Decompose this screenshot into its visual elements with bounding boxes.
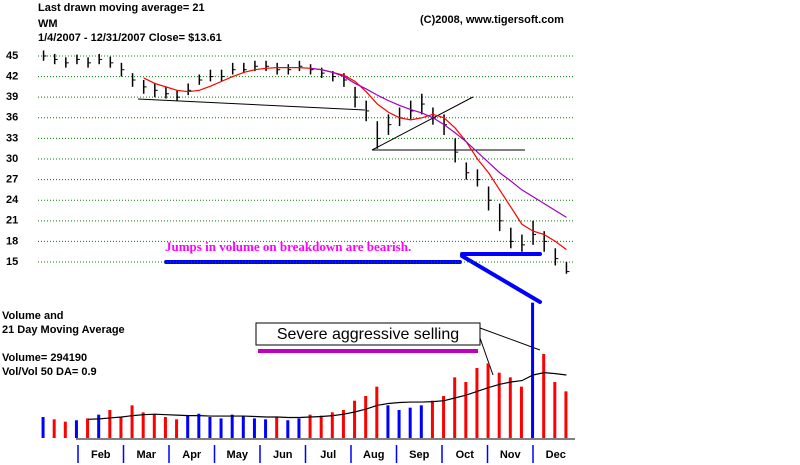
volume-bar: [408, 407, 412, 438]
x-tick-label: Jul: [320, 449, 336, 461]
x-tick-label: Oct: [456, 449, 475, 461]
trendline: [137, 98, 366, 111]
y-tick-label: 21: [6, 215, 18, 227]
volume-bar: [531, 302, 535, 438]
y-tick-label: 27: [6, 174, 18, 186]
volume-bar: [52, 419, 56, 438]
volume-ma: [88, 372, 567, 420]
volume-bar: [375, 386, 379, 438]
trendline: [371, 96, 474, 151]
volume-bar: [519, 386, 523, 438]
volume-ma-label: 21 Day Moving Average: [2, 324, 125, 336]
volume-bar: [341, 410, 345, 438]
volume-bar: [252, 418, 256, 438]
volume-bar: [508, 377, 512, 438]
x-tick-label: Sep: [409, 449, 429, 461]
x-tick-label: Nov: [500, 449, 522, 461]
x-tick-label: Aug: [363, 449, 384, 461]
y-tick-label: 39: [6, 91, 18, 103]
volume-bar: [163, 417, 167, 438]
volume-bar: [264, 419, 268, 438]
blue-markings: [164, 252, 542, 304]
volume-bar: [430, 400, 434, 438]
volume-bar: [74, 420, 78, 438]
x-tick-label: Dec: [546, 449, 566, 461]
volume-bar: [186, 415, 190, 438]
volume-bar: [419, 405, 423, 438]
y-tick-label: 33: [6, 132, 18, 144]
annotation: Jumps in volume on breakdown are bearish…: [165, 239, 411, 254]
volume-bar: [564, 391, 568, 438]
ticker: WM: [38, 18, 58, 30]
volume-bar: [442, 396, 446, 438]
volume-bar: [319, 415, 323, 438]
volume-bar: [308, 414, 312, 438]
volume-text: Volume= 294190: [2, 352, 87, 364]
volume-bar: [197, 413, 201, 438]
y-tick-label: 36: [6, 112, 18, 124]
volume-bar: [175, 419, 179, 438]
volume-bar: [353, 400, 357, 438]
annotation-box: [255, 322, 481, 346]
volume-bar: [119, 417, 123, 438]
y-tick-label: 45: [6, 50, 18, 62]
volume-bar: [141, 412, 145, 438]
volume-bar: [108, 410, 112, 438]
volume-bar: [152, 414, 156, 438]
volume-bar: [486, 363, 490, 438]
volume-bar: [41, 417, 45, 438]
x-tick-label: Mar: [136, 449, 156, 461]
volume-bar: [97, 414, 101, 438]
volume-bar: [219, 418, 223, 438]
volume-bar: [553, 382, 557, 438]
chart-title: Last drawn moving average= 21: [38, 2, 205, 14]
volume-bar: [286, 420, 290, 438]
pointer: [479, 327, 541, 351]
x-tick-label: May: [227, 449, 249, 461]
volume-bar: [275, 417, 279, 438]
volume-label: Volume and: [2, 310, 64, 322]
volume-bar: [497, 372, 501, 438]
copyright: (C)2008, www.tigersoft.com: [420, 14, 564, 26]
volume-bar: [364, 396, 368, 438]
volume-bar: [330, 412, 334, 438]
volume-bar: [475, 368, 479, 438]
moving-average: [310, 67, 567, 218]
y-tick-label: 18: [6, 235, 18, 247]
volume-bar: [241, 416, 245, 438]
y-tick-label: 42: [6, 70, 18, 82]
volume-bar: [130, 405, 134, 438]
vol-ratio-text: Vol/Vol 50 DA= 0.9: [2, 366, 97, 378]
x-tick-label: Apr: [182, 449, 202, 461]
volume-bar: [86, 418, 90, 438]
subtitle: 1/4/2007 - 12/31/2007 Close= $13.61: [38, 32, 222, 44]
volume-bar: [230, 414, 234, 438]
trendlines: [137, 96, 541, 376]
volume-bar: [464, 382, 468, 438]
volume-bar: [453, 377, 457, 438]
arrow: [460, 254, 542, 304]
volume-bar: [297, 418, 301, 438]
x-tick-label: Feb: [91, 449, 111, 461]
y-tick-label: 15: [6, 256, 18, 268]
volume-bar: [397, 410, 401, 438]
volume-bar: [386, 405, 390, 438]
x-tick-label: Jun: [273, 449, 293, 461]
volume-bar: [542, 354, 546, 438]
y-tick-label: 30: [6, 153, 18, 165]
annotation: Severe aggressive selling: [277, 326, 459, 343]
volume-bar: [63, 421, 67, 438]
pointer: [479, 337, 494, 376]
y-tick-label: 24: [6, 194, 19, 206]
moving-average: [143, 67, 567, 251]
volume-bar: [208, 417, 212, 438]
